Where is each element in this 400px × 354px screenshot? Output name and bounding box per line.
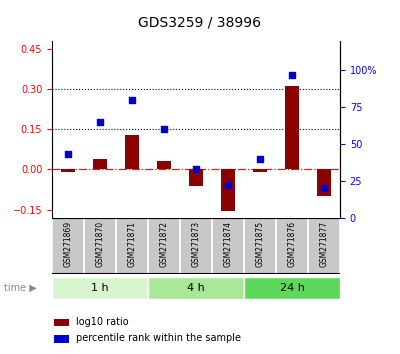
Point	[321, 185, 327, 191]
Bar	[148, 218, 180, 274]
Point	[129, 97, 135, 103]
Bar	[276, 218, 308, 274]
Text: GSM271872: GSM271872	[160, 221, 168, 267]
Bar	[84, 218, 116, 274]
Bar	[157, 161, 171, 170]
Bar	[285, 86, 299, 170]
Text: GDS3259 / 38996: GDS3259 / 38996	[138, 16, 262, 30]
Bar	[189, 170, 203, 185]
Point	[193, 166, 199, 172]
Text: 1 h: 1 h	[91, 282, 109, 293]
Point	[289, 72, 295, 78]
Bar	[212, 218, 244, 274]
Text: GSM271869: GSM271869	[64, 221, 72, 267]
Text: GSM271877: GSM271877	[320, 221, 328, 267]
Point	[161, 126, 167, 132]
Bar	[221, 170, 235, 211]
Point	[225, 182, 231, 188]
Bar	[244, 218, 276, 274]
Text: GSM271871: GSM271871	[128, 221, 136, 267]
Text: percentile rank within the sample: percentile rank within the sample	[76, 333, 241, 343]
Point	[97, 119, 103, 125]
Text: GSM271875: GSM271875	[256, 221, 264, 267]
Text: GSM271873: GSM271873	[192, 221, 200, 267]
Bar	[93, 159, 107, 170]
Bar	[116, 218, 148, 274]
Bar	[125, 135, 139, 170]
Bar	[180, 218, 212, 274]
Point	[65, 152, 71, 157]
Bar	[244, 276, 340, 299]
Text: GSM271876: GSM271876	[288, 221, 296, 267]
Text: 24 h: 24 h	[280, 282, 304, 293]
Point	[257, 156, 263, 161]
Bar	[308, 218, 340, 274]
Bar	[54, 335, 69, 343]
Bar	[52, 276, 148, 299]
Text: GSM271870: GSM271870	[96, 221, 104, 267]
Bar	[61, 170, 75, 172]
Text: log10 ratio: log10 ratio	[76, 317, 128, 327]
Text: time ▶: time ▶	[4, 282, 37, 293]
Bar	[52, 218, 84, 274]
Text: 4 h: 4 h	[187, 282, 205, 293]
Bar	[148, 276, 244, 299]
Bar	[54, 319, 69, 326]
Bar	[317, 170, 331, 196]
Text: GSM271874: GSM271874	[224, 221, 232, 267]
Bar	[253, 170, 267, 172]
